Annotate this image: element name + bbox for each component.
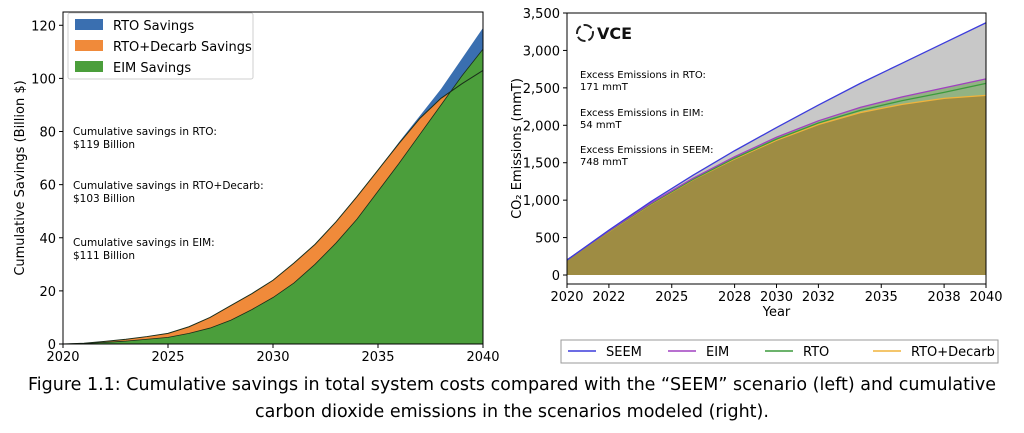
legend-label: RTO	[803, 345, 829, 360]
y-tick-label: 2,000	[523, 119, 560, 134]
x-tick-label: 2040	[969, 290, 1002, 305]
figure-caption: Figure 1.1: Cumulative savings in total …	[0, 372, 1024, 426]
x-tick-label: 2035	[865, 290, 898, 305]
legend-label: SEEM	[606, 345, 642, 360]
legend-label: RTO Savings	[113, 19, 194, 34]
y-axis-label: Cumulative Savings (Billion $)	[13, 80, 28, 275]
x-tick-label: 2028	[718, 290, 751, 305]
x-axis-label: Year	[762, 305, 791, 320]
y-tick-label: 80	[39, 126, 56, 141]
y-tick-label: 1,000	[523, 194, 560, 209]
legend-box	[67, 12, 254, 80]
savings-annotation-label: Cumulative savings in RTO:	[73, 126, 217, 138]
emissions-annotation-label: Excess Emissions in SEEM:	[580, 145, 713, 156]
caption-line-1: Figure 1.1: Cumulative savings in total …	[27, 375, 996, 395]
legend-swatch	[75, 61, 103, 72]
x-tick-label: 2040	[466, 350, 499, 365]
y-tick-label: 40	[39, 232, 56, 247]
legend-swatch	[75, 40, 103, 51]
legend-label: RTO+Decarb	[911, 345, 995, 360]
legend-label: RTO+Decarb Savings	[113, 40, 252, 55]
y-tick-label: 20	[39, 285, 56, 300]
seem-line	[566, 22, 987, 261]
x-tick-label: 2025	[655, 290, 688, 305]
y-tick-label: 2,500	[523, 82, 560, 97]
x-tick-label: 2020	[550, 290, 583, 305]
savings-annotation-value: $103 Billion	[73, 193, 135, 205]
savings-annotation-value: $119 Billion	[73, 139, 135, 151]
seem-excess-area	[567, 22, 986, 261]
emissions-annotation-label: Excess Emissions in RTO:	[580, 70, 706, 81]
savings-annotation-label: Cumulative savings in EIM:	[73, 237, 215, 249]
vce-logo: VCE	[576, 24, 632, 43]
savings-annotation-value: $111 Billion	[73, 250, 135, 262]
y-tick-label: 120	[31, 19, 56, 34]
legend-swatch	[75, 19, 103, 30]
x-tick-label: 2030	[256, 350, 289, 365]
y-tick-label: 500	[535, 232, 560, 247]
x-tick-label: 2025	[151, 350, 184, 365]
emissions-chart: 0 500 1,000 1,500 2,000 2,500 3,000 3,500 2020 20…	[510, 7, 1003, 364]
emissions-annotation-label: Excess Emissions in EIM:	[580, 108, 704, 119]
x-tick-label: 2020	[46, 350, 79, 365]
emissions-annotation-value: 171 mmT	[580, 82, 629, 93]
x-tick-label: 2030	[760, 290, 793, 305]
eim-excess-area	[567, 78, 986, 261]
y-tick-label: 0	[48, 338, 56, 353]
rto-decarb-savings-line	[62, 70, 484, 345]
legend-label: EIM	[706, 345, 729, 360]
rto-decarb-emissions-area	[567, 95, 986, 276]
vce-logo-text: VCE	[597, 24, 632, 43]
x-tick-label: 2035	[361, 350, 394, 365]
y-tick-label: 0	[552, 269, 560, 284]
eim-savings-line	[62, 48, 484, 345]
eim-line	[566, 78, 987, 261]
y-tick-label: 60	[39, 179, 56, 194]
y-tick-label: 1,500	[523, 157, 560, 172]
vce-logo-icon	[576, 24, 594, 42]
emissions-annotation-value: 748 mmT	[580, 157, 629, 168]
y-tick-label: 100	[31, 72, 56, 87]
y-tick-label: 3,000	[523, 44, 560, 59]
caption-line-2: carbon dioxide emissions in the scenario…	[255, 402, 769, 422]
x-tick-label: 2038	[928, 290, 961, 305]
eim-savings-area	[63, 49, 483, 345]
y-axis-label: CO₂ Emissions (mmT)	[510, 78, 525, 219]
legend-label: EIM Savings	[113, 61, 191, 76]
emissions-annotation-value: 54 mmT	[580, 120, 622, 131]
x-tick-label: 2022	[592, 290, 625, 305]
savings-annotation-label: Cumulative savings in RTO+Decarb:	[73, 180, 264, 192]
y-tick-label: 3,500	[523, 7, 560, 22]
x-tick-label: 2032	[802, 290, 835, 305]
